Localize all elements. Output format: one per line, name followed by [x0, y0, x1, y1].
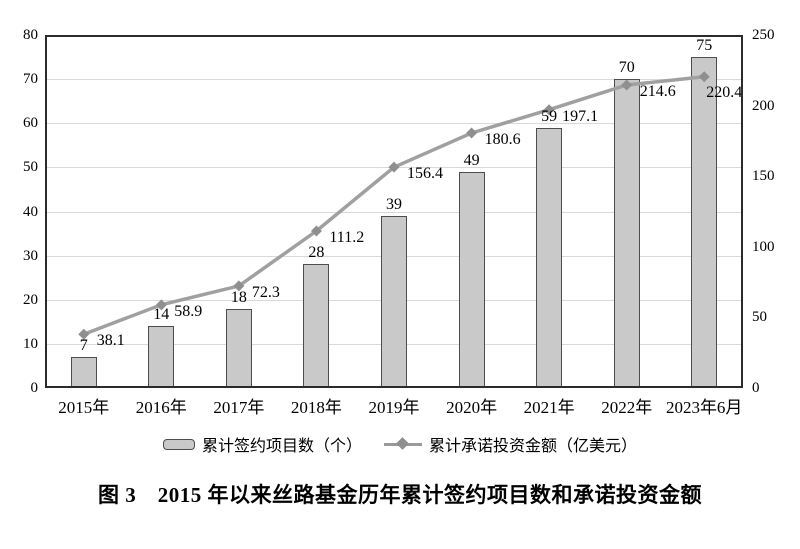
left-axis-tick: 20 — [23, 291, 38, 308]
line-value-label: 111.2 — [329, 229, 365, 246]
x-axis-label: 2022年 — [601, 398, 653, 417]
bar — [225, 308, 252, 388]
left-axis-tick: 0 — [30, 380, 39, 396]
right-axis-tick: 250 — [752, 27, 775, 43]
bar-value-label: 18 — [230, 288, 247, 306]
left-axis-tick: 40 — [23, 203, 38, 220]
bar-value-label: 70 — [618, 59, 635, 77]
bar-value-label: 14 — [153, 306, 170, 324]
gridline — [45, 211, 743, 213]
line-value-label: 58.9 — [174, 302, 203, 320]
line-swatch-icon — [384, 437, 422, 450]
line-marker — [621, 79, 633, 91]
x-axis-label: 2016年 — [135, 398, 187, 417]
left-axis-tick: 50 — [23, 159, 38, 176]
line-value-label: 180.6 — [484, 131, 521, 148]
left-axis-tick: 30 — [23, 247, 38, 264]
plot-area: 7 14 18 28 39 49 59 70 75 38.1 58.9 72.3 111.2 156.4 1… — [45, 35, 743, 388]
legend-line-label: 累计承诺投资金额（亿美元） — [429, 438, 638, 455]
bar-value-label: 28 — [308, 244, 325, 262]
line-series — [78, 71, 710, 340]
right-axis-tick: 0 — [752, 380, 760, 396]
right-axis-tick: 100 — [752, 238, 775, 255]
figure-caption: 图 3 2015 年以来丝路基金历年累计签约项目数和承诺投资金额 — [98, 483, 702, 507]
bar — [458, 171, 485, 388]
bar — [148, 326, 175, 388]
line-marker — [155, 299, 167, 311]
line-marker — [310, 225, 322, 237]
x-axis-label: 2023年6月 — [665, 398, 743, 417]
left-axis-tick: 80 — [23, 27, 38, 43]
x-axis-label: 2018年 — [290, 398, 342, 417]
gridline — [45, 79, 743, 81]
gridline — [45, 123, 743, 125]
right-axis-tick: 200 — [752, 97, 775, 114]
bar-swatch-icon — [162, 438, 195, 450]
line-value-label: 38.1 — [96, 332, 125, 350]
bar-value-label: 49 — [463, 151, 480, 169]
bar-value-label: 75 — [696, 37, 713, 55]
legend: 累计签约项目数（个） 累计承诺投资金额（亿美元） — [0, 432, 800, 456]
line-value-label: 220.4 — [706, 83, 743, 101]
bar-value-label: 59 — [541, 107, 558, 125]
bar — [381, 215, 407, 388]
line-marker — [466, 127, 478, 139]
bar — [303, 264, 330, 388]
line-marker — [698, 71, 710, 83]
legend-bar-label: 累计签约项目数（个） — [201, 438, 362, 455]
line-value-label: 156.4 — [407, 165, 443, 183]
x-axis-label: 2015年 — [58, 398, 110, 417]
left-axis-tick: 10 — [23, 335, 38, 352]
line-value-label: 72.3 — [251, 283, 280, 301]
line-value-label: 214.6 — [639, 83, 676, 100]
legend-item-line: 累计承诺投资金额（亿美元） — [384, 432, 637, 456]
line-value-label: 197.1 — [562, 107, 599, 125]
bar — [613, 79, 640, 388]
x-axis-label: 2020年 — [446, 398, 498, 417]
bar — [691, 57, 718, 388]
right-axis-tick: 150 — [752, 168, 775, 185]
left-axis-tick: 60 — [23, 115, 38, 132]
line-marker — [388, 161, 400, 173]
left-axis-tick: 70 — [23, 71, 38, 88]
x-axis-label: 2021年 — [523, 398, 575, 417]
legend-item-bars: 累计签约项目数（个） — [162, 432, 362, 456]
line-marker — [543, 104, 555, 116]
bar-value-label: 39 — [386, 195, 402, 213]
line-marker — [78, 328, 90, 340]
x-axis-label: 2019年 — [368, 398, 420, 417]
bar-value-label: 7 — [79, 337, 88, 355]
line-marker — [233, 280, 245, 292]
right-axis-tick: 50 — [752, 309, 767, 326]
bar — [536, 127, 563, 388]
x-axis-label: 2017年 — [213, 398, 265, 417]
